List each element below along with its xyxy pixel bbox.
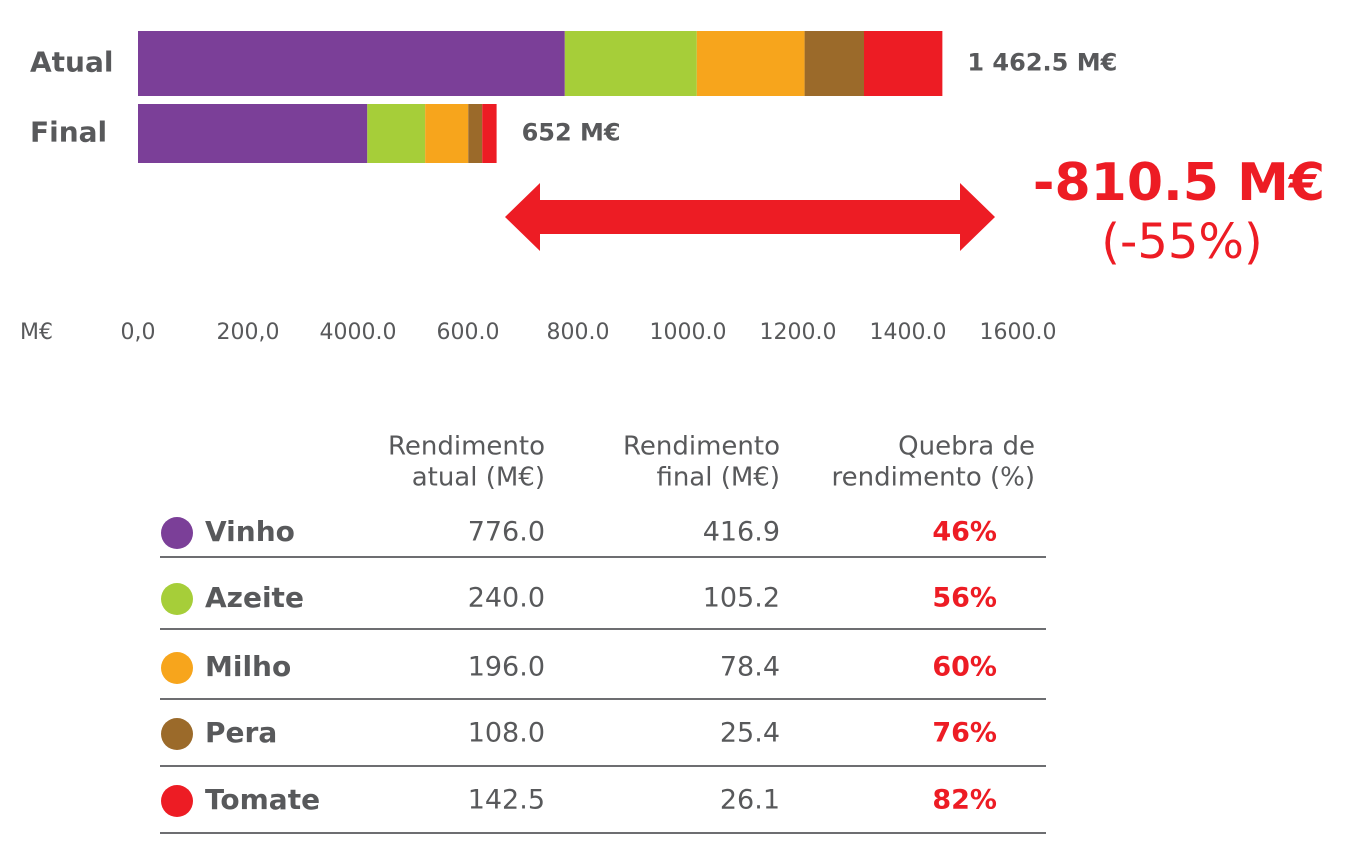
total-label: 1 462.5 M€ [967, 49, 1117, 77]
bar-segment [804, 31, 864, 96]
bar-segment [482, 104, 497, 163]
table-header: Rendimento [388, 432, 545, 462]
legend-dot [161, 652, 193, 684]
table-cell: 142.5 [468, 785, 545, 816]
table-cell: 56% [932, 583, 997, 614]
table-cell: 26.1 [720, 785, 780, 816]
x-tick-label: 1200.0 [760, 320, 837, 345]
x-tick-label: 4000.0 [320, 320, 397, 345]
table-cell: 196.0 [468, 652, 545, 683]
table-cell: 46% [932, 517, 997, 548]
table-cell: 240.0 [468, 583, 545, 614]
legend-dot [161, 517, 193, 549]
table-cell: 776.0 [468, 517, 545, 548]
difference-arrow [505, 183, 995, 251]
bar-segment [564, 31, 697, 96]
total-label: 652 M€ [522, 119, 621, 147]
x-tick-label: 800.0 [547, 320, 610, 345]
bar-segment [138, 31, 565, 96]
table-cell: 25.4 [720, 718, 780, 749]
row-name: Azeite [205, 581, 304, 614]
category-label: Final [30, 116, 107, 149]
row-name: Milho [205, 650, 291, 683]
legend-dot [161, 718, 193, 750]
table-header: atual (M€) [412, 463, 545, 493]
difference-percent: (-55%) [1101, 214, 1262, 270]
x-tick-label: 200,0 [217, 320, 280, 345]
bar-segment [468, 104, 483, 163]
table-header: rendimento (%) [832, 463, 1035, 493]
x-tick-label: 1400.0 [870, 320, 947, 345]
legend-dot [161, 785, 193, 817]
row-name: Vinho [205, 515, 295, 548]
table-cell: 78.4 [720, 652, 780, 683]
table-header: final (M€) [656, 463, 780, 493]
table-header: Rendimento [623, 432, 780, 462]
x-tick-label: 1600.0 [980, 320, 1057, 345]
table-cell: 105.2 [703, 583, 780, 614]
row-name: Tomate [205, 783, 320, 816]
x-tick-label: 600.0 [437, 320, 500, 345]
x-tick-label: 0,0 [121, 320, 156, 345]
bar-segment [367, 104, 426, 163]
bar-segment [864, 31, 943, 96]
x-tick-label: 1000.0 [650, 320, 727, 345]
row-name: Pera [205, 716, 277, 749]
legend-dot [161, 583, 193, 615]
table-cell: 108.0 [468, 718, 545, 749]
bar-segment [425, 104, 469, 163]
category-label: Atual [30, 46, 113, 79]
difference-label: -810.5 M€ [1033, 153, 1325, 213]
table-cell: 76% [932, 718, 997, 749]
table-cell: 82% [932, 785, 997, 816]
table-cell: 60% [932, 652, 997, 683]
bar-segment [696, 31, 805, 96]
bar-segment [138, 104, 368, 163]
table-header: Quebra de [898, 432, 1035, 462]
x-axis-label: M€ [20, 320, 53, 345]
table-cell: 416.9 [703, 517, 780, 548]
